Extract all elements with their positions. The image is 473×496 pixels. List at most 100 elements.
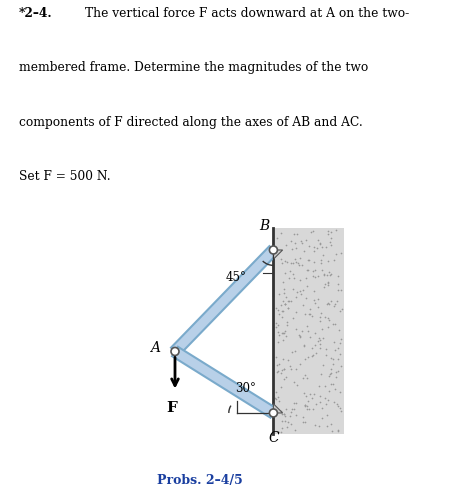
Point [275,290,283,298]
Point [318,243,326,250]
Point [297,290,305,298]
Point [311,273,319,281]
Text: 45°: 45° [226,271,247,284]
Point [291,377,298,385]
Point [281,300,289,308]
Point [324,396,332,404]
Point [285,304,292,312]
Point [332,320,339,328]
Text: Probs. 2–4/5: Probs. 2–4/5 [157,474,243,487]
Point [328,428,336,435]
Point [323,351,330,359]
Point [314,272,322,280]
Point [287,365,295,373]
Point [286,274,293,282]
Point [329,355,336,363]
Point [318,324,326,332]
Point [278,366,286,374]
Point [273,353,280,361]
Point [318,266,326,274]
Point [299,374,307,382]
Point [323,243,330,251]
Point [282,405,289,413]
Point [272,323,280,331]
Circle shape [171,348,179,356]
Point [332,372,340,380]
Point [293,245,300,252]
Point [315,334,323,342]
Bar [273,229,344,434]
Point [298,237,305,245]
Point [324,281,332,289]
Point [273,361,281,369]
Point [317,259,324,267]
Point [314,337,321,345]
Point [301,342,308,350]
Point [299,286,307,294]
Point [277,229,285,237]
Point [322,280,329,288]
Point [287,420,295,428]
Point [280,278,287,286]
Text: membered frame. Determine the magnitudes of the two: membered frame. Determine the magnitudes… [19,61,368,74]
Point [323,411,331,419]
Point [279,410,286,418]
Point [325,301,333,309]
Point [274,368,281,376]
Point [278,383,285,391]
Point [326,370,334,377]
Point [327,421,334,429]
Point [280,365,288,373]
Point [293,380,301,388]
Point [302,236,310,244]
Point [284,356,292,364]
Point [272,395,280,403]
Point [320,361,327,369]
Point [322,382,329,390]
Point [305,310,313,318]
Point [304,326,311,334]
Point [292,309,300,316]
Point [320,270,328,278]
Point [310,267,317,275]
Point [309,272,316,280]
Point [330,302,338,310]
Point [292,411,299,419]
Point [296,332,304,340]
Point [327,355,334,363]
Point [307,228,315,236]
Point [272,304,280,312]
Point [278,308,285,315]
Point [278,255,285,263]
Point [275,360,282,368]
Point [315,382,322,390]
Point [327,235,335,243]
Point [322,313,329,321]
Point [300,341,307,349]
Point [324,323,332,331]
Point [280,285,288,293]
Point [314,296,322,304]
Point [334,280,342,288]
Point [324,230,332,238]
Point [325,386,333,394]
Point [324,271,331,279]
Text: A: A [149,341,159,356]
Point [324,227,332,235]
Point [324,314,332,322]
Point [280,297,287,305]
Point [336,339,344,347]
Point [279,259,286,267]
Point [297,276,304,284]
Point [291,347,298,355]
Point [280,365,288,373]
Point [330,398,337,406]
Point [327,365,335,373]
Point [320,283,328,291]
Point [310,247,318,255]
Text: Set F = 500 N.: Set F = 500 N. [19,170,111,183]
Point [307,305,314,313]
Point [298,261,306,269]
Point [320,271,327,279]
Point [299,301,307,309]
